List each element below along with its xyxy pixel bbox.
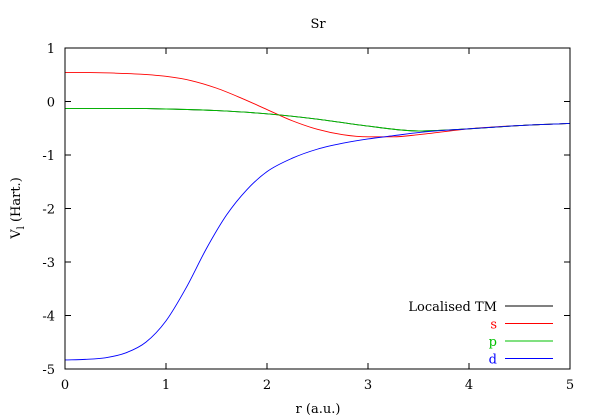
legend-label-s: s	[490, 318, 497, 333]
y-axis-title-main: V	[9, 229, 24, 240]
chart-title: Sr	[310, 17, 326, 32]
legend: Localised TM spd	[408, 300, 553, 368]
legend-label-localised-tm: Localised TM	[408, 300, 497, 315]
y-tick-label: -5	[42, 363, 55, 378]
y-tick-label: -3	[42, 256, 55, 271]
chart: Sr 0 1 2 3 4 5 1 0 -1 -2 -3 -4 -5 Vl (Hart.) r (a.u.…	[0, 0, 600, 420]
legend-label-d: d	[489, 353, 497, 368]
x-tick-label: 2	[263, 378, 271, 393]
x-tick-label: 3	[364, 378, 372, 393]
x-tick-label: 0	[61, 378, 69, 393]
y-tick-label: 0	[47, 96, 55, 111]
series-line-p	[65, 108, 570, 130]
y-tick-label: -1	[42, 149, 55, 164]
y-tick-label: -2	[42, 203, 55, 218]
x-tick-label: 1	[162, 378, 170, 393]
y-tick-label: 1	[47, 42, 55, 57]
x-tick-label: 5	[566, 378, 574, 393]
y-tick-label: -4	[42, 310, 55, 325]
y-axis-title-units: (Hart.)	[9, 177, 24, 226]
y-axis-title: Vl (Hart.)	[9, 177, 27, 240]
legend-label-p: p	[489, 335, 497, 350]
x-tick-label: 4	[465, 378, 473, 393]
x-axis-title: r (a.u.)	[296, 402, 341, 417]
